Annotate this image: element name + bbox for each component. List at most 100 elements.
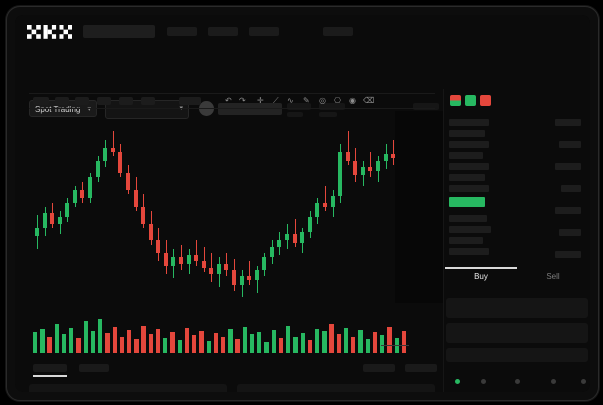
bottom-tab-underline — [33, 375, 67, 377]
orderbook-ask-row[interactable] — [449, 141, 489, 148]
volume-bar — [293, 336, 298, 353]
trendline-icon[interactable]: ⟋ — [273, 96, 279, 105]
candle-body — [88, 177, 93, 199]
nav-item-1[interactable] — [208, 27, 238, 36]
candle-body — [330, 196, 335, 207]
pagination-dot-0[interactable] — [455, 379, 460, 384]
nav-item-2[interactable] — [249, 27, 279, 36]
candle-body — [148, 223, 153, 241]
timeframe-4[interactable] — [119, 97, 133, 105]
pagination-dot-2[interactable] — [515, 379, 520, 384]
brush-icon[interactable]: ✎ — [303, 96, 310, 105]
order-price-field[interactable] — [446, 298, 588, 318]
app-screen: Spot Trading ▾ ▾ — [15, 15, 590, 392]
orderbook-bid-row[interactable] — [449, 226, 491, 233]
candle-wick — [203, 246, 205, 272]
nav-item-0[interactable] — [167, 27, 197, 36]
orderbook-ask-row[interactable] — [449, 130, 485, 137]
undo-icon[interactable]: ↶ — [225, 96, 232, 105]
timeframe-3[interactable] — [97, 97, 111, 105]
book-both-icon[interactable] — [450, 95, 461, 106]
orderbook-size-cell — [555, 251, 581, 258]
volume-bar — [83, 321, 88, 353]
volume-bar — [351, 336, 356, 353]
orderbook-ask-row[interactable] — [449, 119, 489, 126]
candle-body — [125, 173, 130, 190]
orderbook-bid-row[interactable] — [449, 215, 487, 222]
bottom-tab-3[interactable] — [405, 364, 437, 372]
timeframe-0[interactable] — [33, 97, 49, 105]
candle-body — [57, 217, 62, 224]
volume-bar — [40, 328, 45, 353]
redo-icon[interactable]: ↷ — [239, 96, 246, 105]
volume-bar — [401, 331, 407, 353]
timeframe-5[interactable] — [141, 97, 155, 105]
search-input[interactable] — [83, 25, 155, 38]
volume-bar — [177, 339, 182, 353]
chart-overlay-shadow — [395, 111, 443, 303]
candle-body — [133, 189, 138, 207]
price-chart[interactable] — [29, 111, 435, 311]
trash-icon[interactable]: ⌫ — [363, 96, 375, 105]
bottom-tab-2[interactable] — [363, 364, 395, 372]
volume-bar — [61, 334, 67, 353]
orderbook-size-cell — [561, 185, 581, 192]
eye-icon[interactable]: ◉ — [349, 96, 356, 105]
tab-buy[interactable]: Buy — [474, 272, 488, 281]
pagination-dot-3[interactable] — [551, 379, 556, 384]
tablet-device-frame: Spot Trading ▾ ▾ — [6, 6, 599, 401]
candle-wick — [347, 131, 349, 165]
orderbook-ask-row[interactable] — [449, 185, 489, 192]
okx-logo[interactable] — [27, 24, 73, 39]
volume-bar — [98, 319, 103, 353]
candle-body — [216, 263, 221, 275]
candle-body — [201, 261, 206, 268]
volume-bar — [199, 331, 204, 353]
orderbook-ask-row[interactable] — [449, 163, 489, 170]
volume-bar — [264, 342, 269, 353]
candle-body — [285, 234, 290, 241]
bottom-tab-1[interactable] — [79, 364, 109, 372]
book-asks-icon[interactable] — [480, 95, 491, 106]
candle-wick — [370, 152, 372, 178]
volume-bar — [228, 328, 233, 353]
orderbook-ask-row[interactable] — [449, 152, 483, 159]
indicator-pill[interactable] — [179, 97, 201, 105]
orderbook-ask-row[interactable] — [449, 174, 485, 181]
pagination-dot-4[interactable] — [581, 379, 586, 384]
book-bids-icon[interactable] — [465, 95, 476, 106]
candle-body — [224, 263, 229, 270]
volume-bar — [47, 336, 52, 353]
orderbook-size-cell — [559, 141, 581, 148]
orderbook-size-cell — [555, 163, 581, 170]
bottom-tab-0[interactable] — [33, 364, 67, 372]
candle-body — [209, 267, 214, 275]
timeframe-1[interactable] — [55, 97, 69, 105]
candle-body — [360, 166, 365, 176]
order-total-field[interactable] — [446, 348, 588, 362]
orderbook-bid-row[interactable] — [449, 248, 489, 255]
candle-body — [315, 202, 320, 218]
volume-bar — [271, 329, 276, 353]
lock-icon[interactable]: ⎔ — [334, 96, 341, 105]
bottom-panel-1[interactable] — [237, 384, 435, 392]
bottom-panel-0[interactable] — [29, 384, 227, 392]
candle-body — [338, 152, 343, 197]
wave-icon[interactable]: ∿ — [287, 96, 294, 105]
volume-bar — [365, 338, 370, 353]
timeframe-2[interactable] — [75, 97, 89, 105]
volume-bar — [387, 326, 392, 353]
volume-bar — [134, 338, 139, 353]
pagination-dot-1[interactable] — [481, 379, 486, 384]
crosshair-icon[interactable]: ✛ — [257, 96, 264, 105]
volume-bar — [249, 334, 255, 353]
volume-bar — [221, 336, 226, 353]
orderbook-bid-row[interactable] — [449, 237, 483, 244]
nav-item-3[interactable] — [323, 27, 353, 36]
candle-body — [171, 257, 176, 266]
candle-body — [103, 147, 108, 161]
volume-bar — [192, 335, 197, 353]
order-amount-field[interactable] — [446, 323, 588, 343]
tab-sell[interactable]: Sell — [546, 272, 560, 281]
magnet-icon[interactable]: ◎ — [319, 96, 326, 105]
